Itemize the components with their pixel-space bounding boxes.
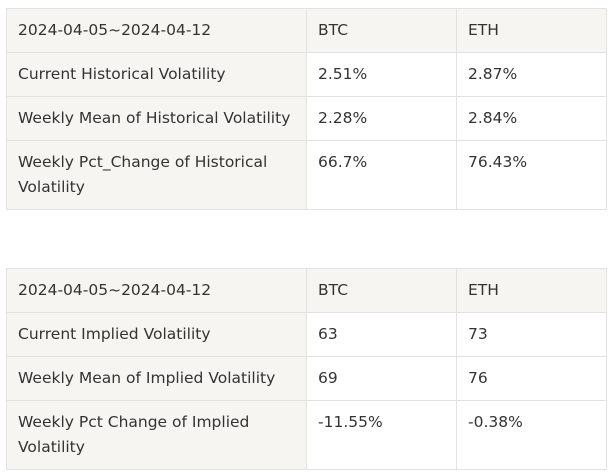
table-row: Weekly Mean of Historical Volatility 2.2…: [6, 96, 607, 141]
table-row: Weekly Pct Change of Implied Volatility …: [6, 400, 607, 470]
period-header: 2024-04-05~2024-04-12: [6, 8, 307, 53]
btc-column-header: BTC: [306, 8, 457, 53]
table-row: Current Implied Volatility 63 73: [6, 312, 607, 357]
eth-value: 2.84%: [456, 96, 607, 141]
eth-value: 73: [456, 312, 607, 357]
table-row: Weekly Mean of Implied Volatility 69 76: [6, 356, 607, 401]
period-header: 2024-04-05~2024-04-12: [6, 268, 307, 313]
table-row: Current Historical Volatility 2.51% 2.87…: [6, 52, 607, 97]
table-header-row: 2024-04-05~2024-04-12 BTC ETH: [6, 268, 607, 313]
eth-value: -0.38%: [456, 400, 607, 470]
row-label: Current Historical Volatility: [6, 52, 307, 97]
btc-value: 2.28%: [306, 96, 457, 141]
eth-column-header: ETH: [456, 268, 607, 313]
row-label: Weekly Mean of Historical Volatility: [6, 96, 307, 141]
btc-value: 66.7%: [306, 140, 457, 210]
eth-value: 76: [456, 356, 607, 401]
table-row: Weekly Pct_Change of Historical Volatili…: [6, 140, 607, 210]
row-label: Weekly Mean of Implied Volatility: [6, 356, 307, 401]
btc-column-header: BTC: [306, 268, 457, 313]
row-label: Weekly Pct Change of Implied Volatility: [6, 400, 307, 470]
eth-value: 76.43%: [456, 140, 607, 210]
btc-value: -11.55%: [306, 400, 457, 470]
eth-column-header: ETH: [456, 8, 607, 53]
table-header-row: 2024-04-05~2024-04-12 BTC ETH: [6, 8, 607, 53]
btc-value: 2.51%: [306, 52, 457, 97]
implied-volatility-table: 2024-04-05~2024-04-12 BTC ETH Current Im…: [6, 268, 607, 470]
btc-value: 63: [306, 312, 457, 357]
row-label: Weekly Pct_Change of Historical Volatili…: [6, 140, 307, 210]
eth-value: 2.87%: [456, 52, 607, 97]
row-label: Current Implied Volatility: [6, 312, 307, 357]
historical-volatility-table: 2024-04-05~2024-04-12 BTC ETH Current Hi…: [6, 8, 607, 210]
btc-value: 69: [306, 356, 457, 401]
